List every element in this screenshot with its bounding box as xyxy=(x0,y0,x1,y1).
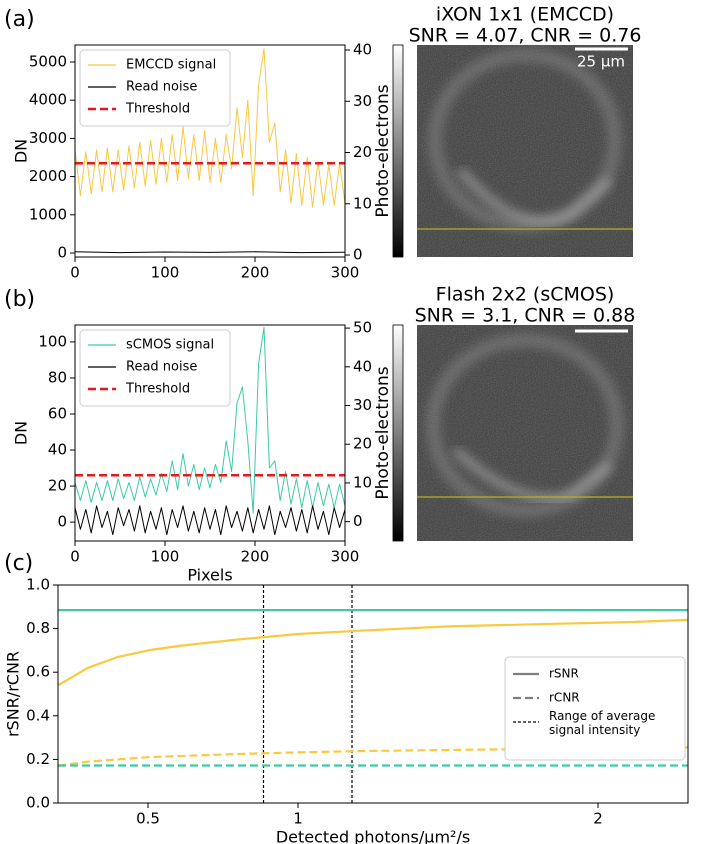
legend-label: rCNR xyxy=(549,691,580,705)
legend-label: rSNR xyxy=(549,667,579,681)
image-subtitle: SNR = 3.1, CNR = 0.88 xyxy=(415,305,636,327)
y-tick-label: 80 xyxy=(48,368,67,386)
y2-tick-label: 40 xyxy=(353,41,372,59)
x-axis-label: Detected photons/µm²/s xyxy=(276,828,470,844)
legend-label: Read noise xyxy=(126,80,197,95)
colorbar xyxy=(392,324,404,542)
legend-label: sCMOS signal xyxy=(126,338,214,353)
scale-bar-label: 25 µm xyxy=(577,53,625,71)
image-b: Flash 2x2 (sCMOS) SNR = 3.1, CNR = 0.88 xyxy=(392,284,636,542)
plot-frame xyxy=(74,324,346,542)
y-tick-label: 0.4 xyxy=(26,706,50,724)
y-tick-label: 0 xyxy=(57,243,67,261)
y2-tick-label: 40 xyxy=(353,357,372,375)
panel-label: (a) xyxy=(4,7,35,32)
legend-label: Threshold xyxy=(125,382,190,397)
colorbar xyxy=(392,44,404,258)
series-line xyxy=(75,48,345,208)
y2-axis-label: Photo-electrons xyxy=(373,366,393,499)
x-tick-label: 0.5 xyxy=(136,810,160,828)
image-subtitle: SNR = 4.07, CNR = 0.76 xyxy=(409,25,642,47)
panel-label: (b) xyxy=(4,287,35,312)
y-tick-label: 1000 xyxy=(29,205,67,223)
series-line xyxy=(75,327,345,514)
x-tick-label: 200 xyxy=(241,264,270,282)
y2-tick-label: 10 xyxy=(353,473,372,491)
legend-label: Threshold xyxy=(125,102,190,117)
y-tick-label: 1.0 xyxy=(26,576,50,594)
x-tick-label: 100 xyxy=(151,264,180,282)
plot-frame xyxy=(74,44,346,258)
legend-box xyxy=(504,656,686,761)
y2-tick-label: 20 xyxy=(353,435,372,453)
y-tick-label: 0 xyxy=(57,513,67,531)
y2-tick-label: 30 xyxy=(353,92,372,110)
x-tick-label: 2 xyxy=(593,810,603,828)
plot-frame xyxy=(57,584,689,804)
x-tick-label: 300 xyxy=(331,548,360,566)
legend-label: EMCCD signal xyxy=(126,58,216,73)
y2-tick-label: 50 xyxy=(353,319,372,337)
series-group xyxy=(75,48,345,254)
y-tick-label: 3000 xyxy=(29,129,67,147)
y-tick-label: 4000 xyxy=(29,91,67,109)
image-title: Flash 2x2 (sCMOS) xyxy=(436,284,615,306)
y-tick-label: 2000 xyxy=(29,167,67,185)
legend-box xyxy=(79,329,231,407)
legend-box xyxy=(79,49,231,127)
x-axis-label: Pixels xyxy=(187,566,232,585)
y2-tick-label: 20 xyxy=(353,143,372,161)
y2-tick-label: 0 xyxy=(353,246,363,264)
y-axis-label: DN xyxy=(12,139,31,163)
y-tick-label: 5000 xyxy=(29,52,67,70)
y2-axis-label: Photo-electrons xyxy=(373,84,393,217)
y2-tick-label: 30 xyxy=(353,396,372,414)
y-axis-label: DN xyxy=(12,421,31,445)
x-tick-label: 0 xyxy=(70,548,80,566)
legend-label: Range of average signal intensity xyxy=(549,709,655,737)
y2-tick-label: 10 xyxy=(353,194,372,212)
y-tick-label: 0.6 xyxy=(26,663,50,681)
y-tick-label: 0.8 xyxy=(26,619,50,637)
series-group xyxy=(75,327,345,536)
x-tick-label: 200 xyxy=(241,548,270,566)
legend-label: Read noise xyxy=(126,360,197,375)
y-tick-label: 60 xyxy=(48,404,67,422)
y2-tick-label: 0 xyxy=(353,512,363,530)
y-tick-label: 20 xyxy=(48,477,67,495)
image-a: 25 µm iXON 1x1 (EMCCD) SNR = 4.07, CNR =… xyxy=(392,4,642,258)
panel-label: (c) xyxy=(4,551,33,576)
image-title: iXON 1x1 (EMCCD) xyxy=(436,4,614,26)
y-tick-label: 0.0 xyxy=(26,794,50,812)
series-line xyxy=(58,618,688,687)
series-line xyxy=(75,505,345,536)
y-tick-label: 0.2 xyxy=(26,750,50,768)
y-tick-label: 40 xyxy=(48,441,67,459)
y-tick-label: 100 xyxy=(38,332,67,350)
x-tick-label: 1 xyxy=(293,810,303,828)
x-tick-label: 100 xyxy=(151,548,180,566)
series-line xyxy=(75,251,345,254)
x-tick-label: 0 xyxy=(70,264,80,282)
x-tick-label: 300 xyxy=(331,264,360,282)
y-axis-label: rSNR/rCNR xyxy=(4,651,23,737)
